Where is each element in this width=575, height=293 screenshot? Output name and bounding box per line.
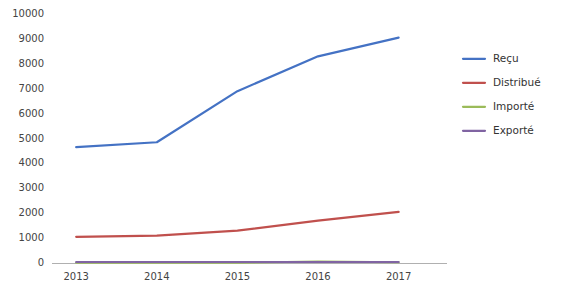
x-tick-label: 2017	[386, 271, 411, 282]
chart: 0 1000 2000 3000 4000 5000 6000 7000 8000 9000 100…	[0, 0, 575, 293]
y-tick-label: 2000	[19, 207, 44, 218]
y-tick-label: 8000	[19, 58, 44, 69]
legend-swatch	[463, 106, 485, 108]
legend-swatch	[463, 130, 485, 132]
legend-swatch	[463, 58, 485, 60]
series-line	[76, 212, 398, 237]
y-tick-label: 0	[38, 257, 44, 268]
y-tick-label: 4000	[19, 157, 44, 168]
legend-label: Importé	[493, 100, 534, 112]
y-tick-label: 10000	[12, 8, 44, 19]
y-tick-label: 3000	[19, 182, 44, 193]
legend: Reçu Distribué Importé Exporté	[463, 52, 541, 136]
x-tick-label: 2016	[305, 271, 330, 282]
series-line	[76, 38, 398, 148]
legend-label: Reçu	[493, 52, 519, 64]
x-tick-label: 2015	[225, 271, 250, 282]
y-tick-label: 5000	[19, 133, 44, 144]
series-line	[76, 261, 398, 263]
x-tick-label: 2014	[144, 271, 169, 282]
series-group	[76, 38, 398, 263]
y-tick-label: 7000	[19, 83, 44, 94]
y-tick-label: 6000	[19, 108, 44, 119]
y-tick-label: 1000	[19, 232, 44, 243]
y-axis: 0 1000 2000 3000 4000 5000 6000 7000 8000 9000 100…	[12, 8, 44, 268]
legend-label: Exporté	[493, 124, 534, 136]
x-axis: 2013 2014 2015 2016 2017	[63, 271, 411, 282]
legend-label: Distribué	[493, 76, 541, 88]
x-tick-label: 2013	[63, 271, 88, 282]
legend-swatch	[463, 82, 485, 84]
series-line	[76, 262, 398, 263]
y-tick-label: 9000	[19, 33, 44, 44]
